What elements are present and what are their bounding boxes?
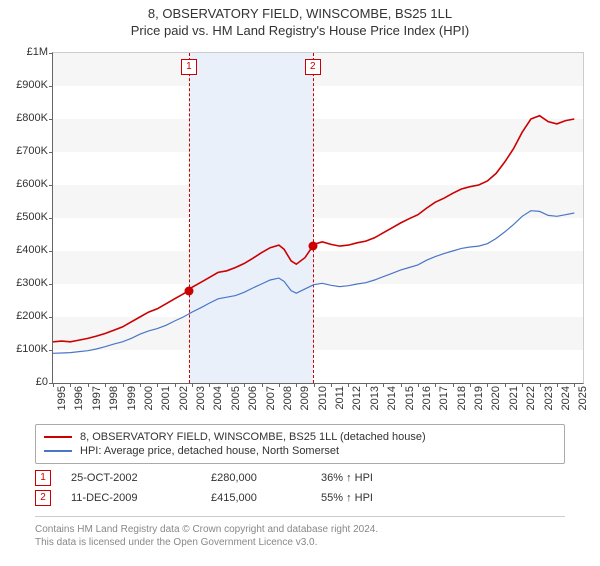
price-marker-dot	[184, 286, 193, 295]
plot-area: 12	[52, 52, 584, 384]
x-tick-label: 2005	[230, 386, 242, 410]
transaction-date: 25-OCT-2002	[71, 472, 211, 484]
x-tick-label: 2021	[508, 386, 520, 410]
y-tick-label: £1M	[27, 46, 48, 58]
x-tick-label: 2017	[438, 386, 450, 410]
legend-item: 8, OBSERVATORY FIELD, WINSCOMBE, BS25 1L…	[44, 431, 556, 443]
line-layer	[53, 53, 583, 383]
chart-subtitle: Price paid vs. HM Land Registry's House …	[0, 23, 600, 38]
x-tick-label: 2013	[369, 386, 381, 410]
x-tick-label: 2023	[543, 386, 555, 410]
x-tick-label: 1997	[91, 386, 103, 410]
x-tick-label: 2012	[351, 386, 363, 410]
x-tick-label: 2015	[404, 386, 416, 410]
footer-line: Contains HM Land Registry data © Crown c…	[35, 523, 565, 536]
x-tick-label: 2004	[212, 386, 224, 410]
transaction-pct: 55% ↑ HPI	[321, 492, 411, 504]
x-tick-label: 1996	[73, 386, 85, 410]
x-tick-label: 2011	[334, 386, 346, 410]
x-tick-label: 2002	[178, 386, 190, 410]
y-tick-label: £200K	[16, 310, 48, 322]
x-tick-label: 2009	[299, 386, 311, 410]
legend-label: HPI: Average price, detached house, Nort…	[80, 445, 339, 457]
y-tick-label: £300K	[16, 277, 48, 289]
x-tick-label: 2025	[577, 386, 589, 410]
x-tick-label: 2010	[317, 386, 329, 410]
transaction-price: £280,000	[211, 472, 321, 484]
transaction-pct: 36% ↑ HPI	[321, 472, 411, 484]
y-tick-label: £700K	[16, 145, 48, 157]
legend-item: HPI: Average price, detached house, Nort…	[44, 445, 556, 457]
price-marker-label: 2	[305, 59, 321, 75]
x-tick-label: 1995	[56, 386, 68, 410]
legend-swatch	[44, 436, 72, 438]
x-tick-label: 2024	[560, 386, 572, 410]
x-tick-label: 2000	[143, 386, 155, 410]
legend-label: 8, OBSERVATORY FIELD, WINSCOMBE, BS25 1L…	[80, 431, 426, 443]
x-tick-label: 1999	[126, 386, 138, 410]
y-tick-label: £900K	[16, 79, 48, 91]
y-tick-label: £400K	[16, 244, 48, 256]
y-tick-label: £0	[36, 376, 48, 388]
y-tick-label: £500K	[16, 211, 48, 223]
x-tick-label: 2003	[195, 386, 207, 410]
transaction-row: 1 25-OCT-2002 £280,000 36% ↑ HPI	[35, 468, 565, 488]
transaction-date: 11-DEC-2009	[71, 492, 211, 504]
x-tick-label: 2014	[386, 386, 398, 410]
x-tick-label: 2008	[282, 386, 294, 410]
x-tick-label: 2019	[473, 386, 485, 410]
x-tick-label: 2007	[265, 386, 277, 410]
x-tick-label: 2016	[421, 386, 433, 410]
x-tick-label: 1998	[108, 386, 120, 410]
y-tick-label: £600K	[16, 178, 48, 190]
y-tick-label: £100K	[16, 343, 48, 355]
chart-container: 8, OBSERVATORY FIELD, WINSCOMBE, BS25 1L…	[0, 6, 600, 566]
footer-attribution: Contains HM Land Registry data © Crown c…	[35, 516, 565, 549]
y-tick-label: £800K	[16, 112, 48, 124]
x-tick-label: 2018	[456, 386, 468, 410]
x-tick-label: 2001	[160, 386, 172, 410]
chart-title: 8, OBSERVATORY FIELD, WINSCOMBE, BS25 1L…	[0, 6, 600, 21]
transaction-table: 1 25-OCT-2002 £280,000 36% ↑ HPI 2 11-DE…	[35, 468, 565, 508]
legend-swatch	[44, 450, 72, 452]
price-marker-label: 1	[181, 59, 197, 75]
price-marker-dot	[308, 242, 317, 251]
transaction-marker-icon: 2	[35, 490, 51, 506]
x-tick-label: 2006	[247, 386, 259, 410]
transaction-marker-icon: 1	[35, 470, 51, 486]
x-tick-label: 2020	[490, 386, 502, 410]
x-tick-label: 2022	[525, 386, 537, 410]
transaction-price: £415,000	[211, 492, 321, 504]
transaction-row: 2 11-DEC-2009 £415,000 55% ↑ HPI	[35, 488, 565, 508]
legend-box: 8, OBSERVATORY FIELD, WINSCOMBE, BS25 1L…	[35, 424, 565, 464]
footer-line: This data is licensed under the Open Gov…	[35, 536, 565, 549]
